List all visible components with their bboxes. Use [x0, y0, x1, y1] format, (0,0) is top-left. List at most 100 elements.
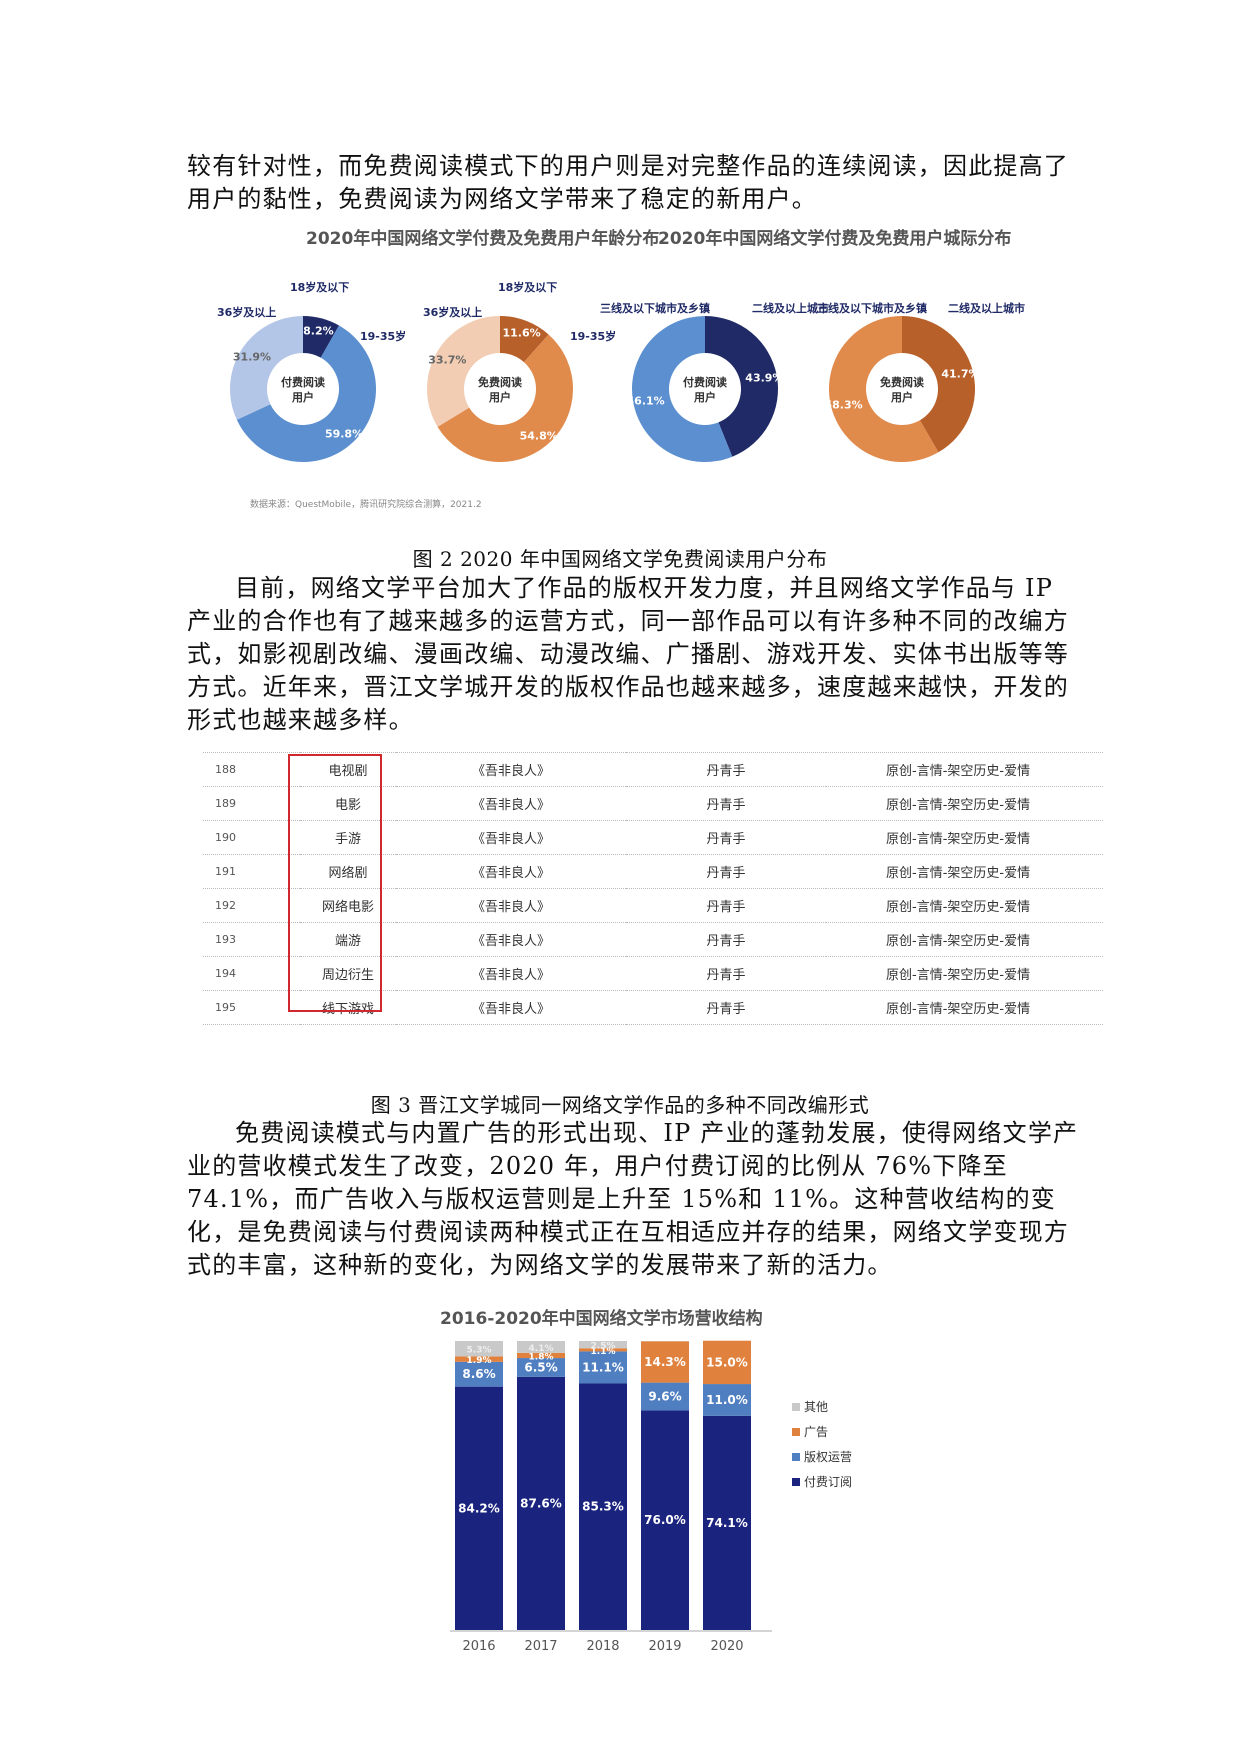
legend-swatch	[792, 1403, 800, 1411]
bar-segment	[455, 1361, 503, 1387]
genre: 原创-言情-架空历史-爱情	[826, 786, 1103, 821]
bar-value-label: 76.0%	[644, 1513, 686, 1527]
donut-slice-label: 33.7%	[428, 353, 466, 366]
label-city-tier12: 二线及以上城市	[752, 301, 829, 315]
author: 丹青手	[626, 854, 826, 889]
bar-segment	[579, 1341, 627, 1349]
bar-value-label: 1.8%	[529, 1352, 554, 1362]
donut-center-label: 付费阅读	[683, 375, 727, 389]
bar-value-label: 74.1%	[706, 1516, 748, 1530]
donut-center-label: 用户	[694, 390, 716, 404]
bar-value-label: 15.0%	[706, 1355, 748, 1369]
genre: 原创-言情-架空历史-爱情	[826, 820, 1103, 855]
bar-value-label: 87.6%	[520, 1496, 562, 1510]
bar-value-label: 2.5%	[591, 1342, 616, 1352]
donut-slice	[303, 316, 340, 358]
label-city-tier12-free: 二线及以上城市	[948, 301, 1025, 315]
row-number: 189	[203, 786, 300, 821]
row-number: 190	[203, 820, 300, 855]
bar-segment	[517, 1376, 565, 1630]
bar-segment	[703, 1415, 751, 1630]
donut-slice-label: 8.2%	[303, 325, 334, 338]
donut-center-label: 免费阅读	[880, 375, 924, 389]
city-chart-title: 2020年中国网络文学付费及免费用户城际分布	[658, 228, 1011, 249]
genre: 原创-言情-架空历史-爱情	[826, 922, 1103, 957]
work-title: 《吾非良人》	[396, 854, 626, 889]
bar-segment	[517, 1358, 565, 1377]
legend-label: 版权运营	[804, 1450, 852, 1464]
donut-center-label: 用户	[891, 390, 913, 404]
adaptation-table: 188 电视剧 《吾非良人》 丹青手 原创-言情-架空历史-爱情 189 电影 《吾非良人》丹…	[203, 752, 1103, 1025]
bar-segment	[455, 1341, 503, 1357]
donut-slice	[705, 316, 778, 457]
donut-center-label: 免费阅读	[478, 375, 522, 389]
bar-segment	[579, 1348, 627, 1352]
author: 丹青手	[626, 786, 826, 821]
label-city-tier3-free: 三线及以下城市及乡镇	[817, 301, 927, 315]
bar-value-label: 8.6%	[462, 1367, 495, 1381]
donut-slice	[427, 316, 500, 427]
row-number: 191	[203, 854, 300, 889]
work-title: 《吾非良人》	[396, 786, 626, 821]
donut-slice-label: 59.8%	[325, 427, 363, 440]
genre: 原创-言情-架空历史-爱情	[826, 956, 1103, 991]
bar-value-label: 11.1%	[582, 1360, 624, 1374]
work-title: 《吾非良人》	[396, 956, 626, 991]
work-title: 《吾非良人》	[396, 820, 626, 855]
donut-slice	[236, 325, 376, 462]
bar-value-label: 11.0%	[706, 1393, 748, 1407]
author: 丹青手	[626, 990, 826, 1025]
bar-value-label: 9.6%	[648, 1389, 681, 1403]
x-tick-label: 2019	[648, 1639, 681, 1654]
bar-value-label: 0.1%	[653, 1332, 678, 1342]
donut-slice-label: 56.1%	[627, 395, 665, 408]
x-tick-label: 2016	[462, 1639, 495, 1654]
donut-slice-label: 54.8%	[520, 430, 558, 443]
paragraph-2: 目前，网络文学平台加大了作品的版权开发力度，并且网络文学作品与 IP 产业的合作…	[187, 574, 1069, 734]
table-row: 190 手游 《吾非良人》 丹青手 原创-言情-架空历史-爱情	[203, 820, 1103, 855]
genre: 原创-言情-架空历史-爱情	[826, 888, 1103, 923]
label-age-19-35-free: 19-35岁	[570, 329, 616, 343]
row-number: 195	[203, 990, 300, 1025]
x-tick-label: 2018	[586, 1639, 619, 1654]
author: 丹青手	[626, 820, 826, 855]
bar-segment	[703, 1384, 751, 1416]
bar-value-label: 84.2%	[458, 1501, 500, 1515]
bar-segment	[641, 1341, 689, 1383]
paragraph-1: 较有针对性，而免费阅读模式下的用户则是对完整作品的连续阅读，因此提高了用户的黏性…	[187, 152, 1069, 213]
row-number: 194	[203, 956, 300, 991]
work-title: 《吾非良人》	[396, 922, 626, 957]
donut-slice	[828, 316, 939, 462]
donut-center-label: 用户	[292, 390, 314, 404]
legend-label: 广告	[804, 1425, 828, 1439]
table-row: 189 电影 《吾非良人》 丹青手 原创-言情-架空历史-爱情	[203, 786, 1103, 821]
label-age-36plus-free: 36岁及以上	[423, 305, 482, 319]
work-title: 《吾非良人》	[396, 752, 626, 787]
legend-swatch	[792, 1428, 800, 1436]
bar-value-label: 14.3%	[644, 1355, 686, 1369]
label-age-under18: 18岁及以下	[290, 280, 349, 294]
bar-value-label: 5.3%	[467, 1346, 492, 1356]
donut-slice	[500, 316, 549, 363]
bar-value-label: 85.3%	[582, 1500, 624, 1514]
bar-segment	[579, 1351, 627, 1384]
bar-value-label: 1.1%	[591, 1347, 616, 1357]
legend-swatch	[792, 1453, 800, 1461]
work-title: 《吾非良人》	[396, 888, 626, 923]
bar-segment	[517, 1352, 565, 1359]
row-number: 193	[203, 922, 300, 957]
bar-segment	[517, 1341, 565, 1353]
work-title: 《吾非良人》	[396, 990, 626, 1025]
figure-3-caption: 图 3 晋江文学城同一网络文学作品的多种不同改编形式	[370, 1093, 870, 1117]
donut-slice	[902, 316, 975, 453]
x-tick-label: 2017	[524, 1639, 557, 1654]
legend-label: 其他	[804, 1400, 828, 1414]
donut-center-label: 用户	[489, 390, 511, 404]
bar-segment	[455, 1356, 503, 1362]
paragraph-3: 免费阅读模式与内置广告的形式出现、IP 产业的蓬勃发展，使得网络文学产业的营收模…	[187, 1119, 1079, 1279]
donut-slice-label: 58.3%	[824, 399, 862, 412]
donut-slice	[632, 316, 733, 462]
genre: 原创-言情-架空历史-爱情	[826, 752, 1103, 787]
donut-slice-label: 11.6%	[502, 326, 540, 339]
